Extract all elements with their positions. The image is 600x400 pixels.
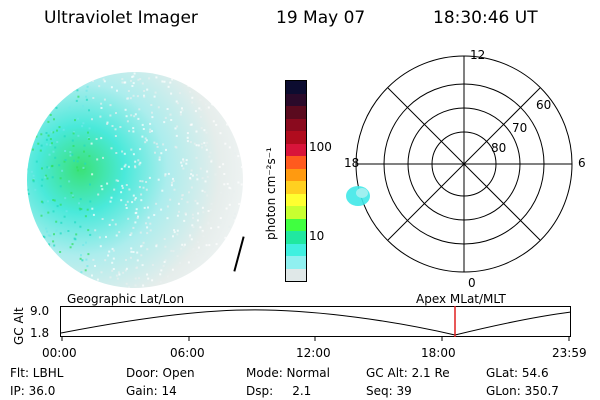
colorbar-swatch [286,193,306,206]
lat-label-70: 70 [512,121,528,135]
mlt-label-12: 12 [470,48,486,62]
date-label: 19 May 07 [276,8,366,28]
footer-gain: Gain: 14 [126,384,177,398]
colorbar-swatch [286,168,306,181]
colorbar-swatch [286,243,306,256]
timeline-right-label: Apex MLat/MLT [416,292,506,306]
footer-flt: Flt: LBHL [10,366,64,380]
footer-seq: Seq: 39 [366,384,412,398]
timeline-y-tick-1-8: 1.8 [30,326,50,340]
timeline-y-tick-9: 9.0 [30,304,50,318]
time-label: 18:30:46 UT [433,8,538,28]
colorbar-swatch [286,143,306,156]
x-tick-1200: 12:00 [296,346,331,360]
colorbar-swatch [286,118,306,131]
footer-gc-alt: GC Alt: 2.1 Re [366,366,450,380]
x-tick-0600: 06:00 [170,346,205,360]
colorbar-tick-100: 100 [309,140,332,154]
footer-glat: GLat: 54.6 [486,366,549,380]
polar-grid [346,55,573,273]
x-tick-2359: 23:59 [552,346,587,360]
colorbar-swatch [286,206,306,219]
x-tick-0000: 00:00 [42,346,77,360]
footer-glon: GLon: 350.7 [486,384,559,398]
colorbar [285,80,307,282]
colorbar-swatch [286,131,306,144]
mlt-label-6: 6 [578,156,586,170]
colorbar-swatch [286,81,306,94]
colorbar-swatch [286,93,306,106]
colorbar-tick-10: 10 [309,229,325,243]
timeline-plot [60,306,572,341]
lat-label-60: 60 [536,98,552,112]
mlt-label-0: 0 [468,276,476,290]
x-tick-1800: 18:00 [421,346,456,360]
footer-door: Door: Open [126,366,195,380]
colorbar-unit-label: photon cm⁻²s⁻¹ [264,147,278,240]
timeline-left-label: Geographic Lat/Lon [67,292,185,306]
timeline-y-label: GC Alt [12,307,26,345]
auroral-image [27,72,243,288]
footer-dsp: Dsp: 2.1 [246,384,312,398]
colorbar-swatch [286,218,306,231]
colorbar-swatch [286,268,306,281]
lat-label-80: 80 [491,141,507,155]
colorbar-swatch [286,231,306,244]
mlt-label-18: 18 [344,156,360,170]
colorbar-swatch [286,256,306,269]
colorbar-swatch [286,106,306,119]
footer-mode: Mode: Normal [246,366,330,380]
footer-ip: IP: 36.0 [10,384,56,398]
colorbar-swatch [286,156,306,169]
instrument-title: Ultraviolet Imager [44,8,198,28]
colorbar-swatch [286,181,306,194]
